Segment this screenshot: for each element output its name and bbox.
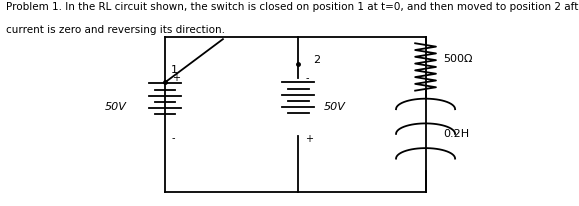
Text: -: - [172,133,175,143]
Text: +: + [172,73,180,83]
Text: current is zero and reversing its direction.: current is zero and reversing its direct… [6,25,225,35]
Text: 500Ω: 500Ω [443,54,472,64]
Text: 50V: 50V [105,102,127,112]
Text: Problem 1. In the RL circuit shown, the switch is closed on position 1 at t=0, a: Problem 1. In the RL circuit shown, the … [6,2,579,12]
Text: -: - [305,73,309,83]
Text: 2: 2 [313,55,320,65]
Text: +: + [305,134,313,144]
Text: 1: 1 [171,65,178,75]
Text: 0.2H: 0.2H [443,129,469,139]
Text: 50V: 50V [324,102,346,112]
